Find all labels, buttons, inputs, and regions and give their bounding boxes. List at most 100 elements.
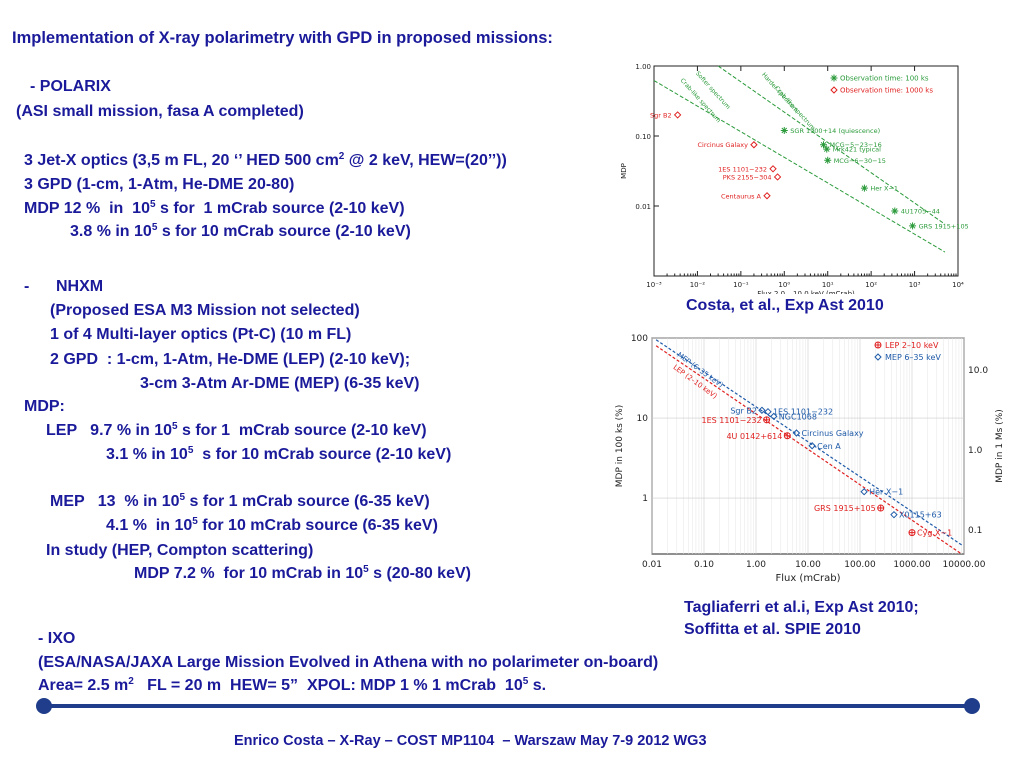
y-right-tick-label: 10.0 bbox=[968, 366, 988, 376]
source-label: Mrk421 typical bbox=[833, 146, 881, 154]
source-label: Centaurus A bbox=[721, 192, 762, 200]
x-tick-label: 10⁻² bbox=[690, 281, 706, 289]
mep-point-label: Cen A bbox=[817, 442, 841, 451]
nhxm-mdp-label: MDP: bbox=[24, 398, 65, 415]
mep-point-label: Sgr B2 bbox=[730, 406, 757, 415]
divider-left-dot bbox=[36, 698, 52, 714]
nhxm-heading: NHXM bbox=[56, 278, 104, 295]
x-tick-label: 10⁻¹ bbox=[733, 281, 749, 289]
mep-trend-line bbox=[655, 339, 962, 546]
source-label: MCG−5−23−16 bbox=[830, 141, 882, 149]
y-right-axis-label: MDP in 1 Ms (%) bbox=[995, 409, 1005, 483]
polarix-mdp-2: 3.8 % in 105 s for 10 mCrab source (2-10… bbox=[70, 222, 411, 241]
polarix-status: (ASI small mission, fasa A completed) bbox=[16, 103, 304, 120]
x-axis-label: Flux 2.0 – 10.0 keV (mCrab) bbox=[757, 290, 855, 294]
y-axis-label: MDP bbox=[620, 163, 628, 179]
mep-point-her-x-1 bbox=[860, 488, 868, 496]
ixo-heading: - IXO bbox=[38, 630, 76, 647]
source-1000ks-1es-1101-232 bbox=[769, 165, 777, 173]
x-tick-label: 10¹ bbox=[822, 281, 834, 289]
footer-divider bbox=[44, 704, 972, 708]
x-tick-label: 0.01 bbox=[642, 560, 662, 570]
legend-marker bbox=[874, 341, 882, 349]
nhxm-mep-1: MEP 13 % in 105 s for 1 mCrab source (6-… bbox=[50, 492, 430, 511]
legend-marker bbox=[830, 74, 838, 82]
y-axis-label: MDP in 100 ks (%) bbox=[615, 405, 625, 487]
lep-trend-line bbox=[655, 345, 962, 555]
source-label: PKS 2155−304 bbox=[723, 173, 772, 181]
x-tick-label: 1.00 bbox=[746, 560, 766, 570]
x-tick-label: 10³ bbox=[909, 281, 921, 289]
y-tick-label: 10 bbox=[637, 414, 649, 424]
source-1000ks-pks-2155-304 bbox=[773, 173, 782, 181]
legend-label: Observation time: 100 ks bbox=[840, 75, 929, 83]
mep-point-label: 1ES 1101−232 bbox=[773, 408, 833, 417]
source-label: Circinus Galaxy bbox=[697, 141, 748, 149]
nhxm-status: (Proposed ESA M3 Mission not selected) bbox=[50, 302, 360, 319]
legend-marker bbox=[830, 86, 838, 94]
ixo-status: (ESA/NASA/JAXA Large Mission Evolved in … bbox=[38, 654, 659, 671]
lep-point-4u-0142-614 bbox=[783, 432, 791, 440]
curve-label: Crab-like spectrum bbox=[679, 77, 722, 124]
source-100ks-mcg-6-30-15 bbox=[824, 156, 832, 164]
y-right-tick-label: 0.1 bbox=[968, 526, 982, 536]
legend-label: MEP 6–35 keV bbox=[885, 353, 941, 362]
sensitivity-curve-2 bbox=[717, 65, 946, 225]
legend-label: LEP 2–10 keV bbox=[885, 341, 939, 350]
sensitivity-curve-1 bbox=[653, 80, 946, 253]
mep-point-ngc1068 bbox=[770, 412, 778, 421]
caption-soffitta: Soffitta et al. SPIE 2010 bbox=[684, 621, 861, 638]
polarix-gpd: 3 GPD (1-cm, 1-Atm, He-DME 20-80) bbox=[24, 176, 295, 193]
nhxm-lep-1: LEP 9.7 % in 105 s for 1 mCrab source (2… bbox=[46, 421, 427, 440]
legend-marker bbox=[874, 353, 882, 361]
legend-label: Observation time: 1000 ks bbox=[840, 87, 933, 95]
polarix-optics: 3 Jet-X optics (3,5 m FL, 20 ‘’ HED 500 … bbox=[24, 151, 507, 170]
source-100ks-her-x-1 bbox=[860, 184, 868, 192]
caption-tagliaferri: Tagliaferri et al.i, Exp Ast 2010; bbox=[684, 599, 919, 616]
source-label: Sgr B2 bbox=[650, 111, 672, 119]
nhxm-mdp-chart: 0.01 0.10 1.00 10.00 100.00 1000.00 10000.0010… bbox=[615, 334, 1005, 584]
polarix-mdp-1: MDP 12 % in 105 s for 1 mCrab source (2-… bbox=[24, 199, 405, 218]
source-100ks-mcg-5-23-16 bbox=[820, 141, 828, 149]
nhxm-bullet: - bbox=[24, 278, 30, 295]
lep-point-label: 4U 0142+614 bbox=[726, 432, 782, 441]
source-label: 1ES 1101−232 bbox=[718, 165, 767, 173]
mep-point-1es-1101-232 bbox=[764, 407, 772, 416]
costa-mdp-chart: 10⁻³ 10⁻² 10⁻¹ 10⁰ 10¹ 10² 10³ 10⁴ 1.00 0.10 0.01 F… bbox=[620, 63, 968, 294]
mep-point-label: Her X−1 bbox=[869, 488, 903, 497]
mep-point-label: Circinus Galaxy bbox=[801, 429, 863, 438]
mep-point-sgr-b2 bbox=[758, 406, 766, 414]
x-tick-label: 10⁴ bbox=[952, 281, 964, 289]
mep-point-cen-a bbox=[808, 442, 816, 450]
caption-costa: Costa, et al., Exp Ast 2010 bbox=[686, 297, 884, 314]
source-label: SGR 1900+14 (quiescence) bbox=[790, 127, 880, 135]
footer-credit: Enrico Costa – X-Ray – COST MP1104 – War… bbox=[234, 733, 707, 749]
y-right-tick-label: 1.0 bbox=[968, 446, 983, 456]
source-100ks-sgr-1900-14-quiescence bbox=[780, 126, 788, 134]
lep-point-cyg-x-1 bbox=[908, 529, 916, 537]
lep-point-label: GRS 1915+105 bbox=[814, 504, 876, 513]
x-axis-label: Flux (mCrab) bbox=[775, 573, 840, 584]
polarix-heading: - POLARIX bbox=[30, 78, 111, 95]
y-tick-label: 0.10 bbox=[635, 133, 651, 141]
lep-point-label: 1ES 1101−232 bbox=[702, 416, 762, 425]
mep-point-circinus-galaxy bbox=[792, 429, 801, 437]
y-tick-label: 100 bbox=[631, 334, 648, 344]
nhxm-mep-2: 4.1 % in 105 for 10 mCrab source (6-35 k… bbox=[106, 516, 438, 535]
plot-frame bbox=[653, 65, 959, 277]
source-100ks-grs-1915-105-thermal bbox=[909, 222, 917, 230]
x-tick-label: 10⁰ bbox=[778, 281, 790, 289]
nhxm-optics: 1 of 4 Multi-layer optics (Pt-C) (10 m F… bbox=[50, 326, 352, 343]
x-tick-label: 10000.00 bbox=[943, 560, 986, 570]
nhxm-study: In study (HEP, Compton scattering) bbox=[46, 542, 314, 559]
divider-right-dot bbox=[964, 698, 980, 714]
nhxm-gpd-1: 2 GPD : 1-cm, 1-Atm, He-DME (LEP) (2-10 … bbox=[50, 351, 411, 368]
nhxm-lep-2: 3.1 % in 105 s for 10 mCrab source (2-10… bbox=[106, 445, 452, 464]
y-tick-label: 1 bbox=[642, 494, 648, 504]
x-tick-label: 100.00 bbox=[844, 560, 876, 570]
x-tick-label: 0.10 bbox=[694, 560, 714, 570]
source-label: Her X−1 bbox=[870, 185, 898, 193]
x-tick-label: 1000.00 bbox=[893, 560, 930, 570]
mep-point-label: X0115+63 bbox=[899, 511, 942, 520]
lep-point-label: Cyg X−1 bbox=[917, 529, 952, 538]
